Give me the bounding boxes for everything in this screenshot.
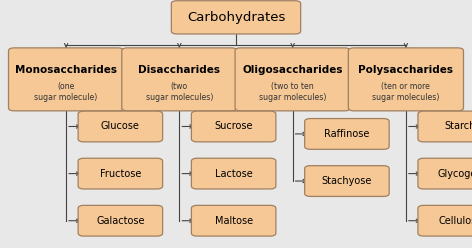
FancyBboxPatch shape xyxy=(122,48,237,111)
Text: Sucrose: Sucrose xyxy=(214,122,253,131)
FancyBboxPatch shape xyxy=(348,48,464,111)
Text: (one
sugar molecule): (one sugar molecule) xyxy=(34,82,98,102)
FancyBboxPatch shape xyxy=(78,205,162,236)
FancyBboxPatch shape xyxy=(192,111,276,142)
FancyBboxPatch shape xyxy=(235,48,350,111)
FancyBboxPatch shape xyxy=(305,166,389,196)
Text: Disaccharides: Disaccharides xyxy=(138,65,220,75)
FancyBboxPatch shape xyxy=(418,158,472,189)
Text: (ten or more
sugar molecules): (ten or more sugar molecules) xyxy=(372,82,439,102)
Text: Galactose: Galactose xyxy=(96,216,144,226)
FancyBboxPatch shape xyxy=(418,111,472,142)
Text: Glycogen: Glycogen xyxy=(438,169,472,179)
Text: Starch: Starch xyxy=(445,122,472,131)
Text: Glucose: Glucose xyxy=(101,122,140,131)
FancyBboxPatch shape xyxy=(192,158,276,189)
Text: (two
sugar molecules): (two sugar molecules) xyxy=(146,82,213,102)
Text: (two to ten
sugar molecules): (two to ten sugar molecules) xyxy=(259,82,326,102)
Text: Cellulose: Cellulose xyxy=(438,216,472,226)
FancyBboxPatch shape xyxy=(192,205,276,236)
Text: Carbohydrates: Carbohydrates xyxy=(187,11,285,24)
FancyBboxPatch shape xyxy=(171,1,301,34)
Text: Raffinose: Raffinose xyxy=(324,129,370,139)
Text: Monosaccharides: Monosaccharides xyxy=(15,65,117,75)
Text: Lactose: Lactose xyxy=(215,169,253,179)
FancyBboxPatch shape xyxy=(78,111,162,142)
FancyBboxPatch shape xyxy=(8,48,124,111)
Text: Polysaccharides: Polysaccharides xyxy=(358,65,454,75)
Text: Oligosaccharides: Oligosaccharides xyxy=(243,65,343,75)
Text: Stachyose: Stachyose xyxy=(322,176,372,186)
FancyBboxPatch shape xyxy=(418,205,472,236)
FancyBboxPatch shape xyxy=(305,119,389,149)
Text: Maltose: Maltose xyxy=(215,216,253,226)
Text: Fructose: Fructose xyxy=(100,169,141,179)
FancyBboxPatch shape xyxy=(78,158,162,189)
